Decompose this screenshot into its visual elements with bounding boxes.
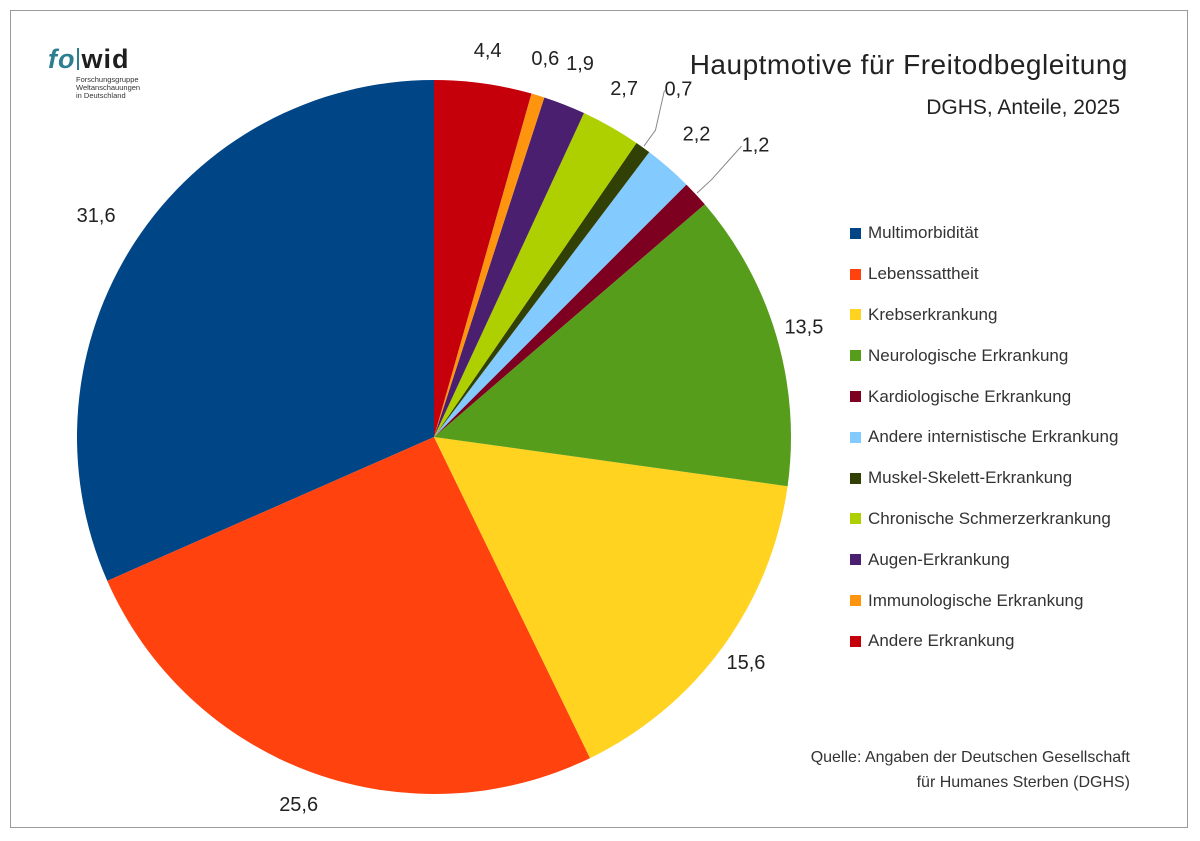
legend-item: Augen-Erkrankung <box>850 539 1118 580</box>
legend-swatch <box>850 309 861 321</box>
legend-label: Andere Erkrankung <box>868 631 1015 651</box>
legend-item: Chronische Schmerzerkrankung <box>850 499 1118 540</box>
pie-slice <box>434 437 788 759</box>
logo-sub-line: in Deutschland <box>76 91 126 100</box>
logo-part-fo: fo <box>48 44 76 74</box>
legend-label: Andere internistische Erkrankung <box>868 427 1119 447</box>
legend-item: Andere internistische Erkrankung <box>850 417 1118 458</box>
slice-value-label: 13,5 <box>784 317 823 339</box>
logo-part-wid: wid <box>81 44 130 74</box>
label-leader-line <box>643 90 665 147</box>
legend-item: Multimorbidität <box>850 213 1118 254</box>
pie-slice <box>434 93 545 437</box>
legend-item: Muskel-Skelett-Erkrankung <box>850 458 1118 499</box>
legend-label: Kardiologische Erkrankung <box>868 386 1072 406</box>
label-leader-line <box>696 145 742 194</box>
legend-item: Andere Erkrankung <box>850 621 1118 662</box>
slice-value-label: 1,2 <box>742 134 770 156</box>
logo-divider <box>77 48 80 70</box>
legend-label: Multimorbidität <box>868 223 979 243</box>
legend-label: Augen-Erkrankung <box>868 549 1010 569</box>
slice-value-label: 4,4 <box>474 40 502 62</box>
legend-item: Immunologische Erkrankung <box>850 580 1118 621</box>
pie-slice <box>77 80 434 581</box>
legend-label: Immunologische Erkrankung <box>868 590 1084 610</box>
legend-item: Kardiologische Erkrankung <box>850 376 1118 417</box>
legend-swatch <box>850 472 861 484</box>
legend-item: Neurologische Erkrankung <box>850 335 1118 376</box>
slice-value-label: 2,2 <box>683 124 711 146</box>
chart-title: Hauptmotive für Freitodbegleitung <box>689 49 1128 80</box>
legend-label: Muskel-Skelett-Erkrankung <box>868 468 1073 488</box>
logo-sub-line: Weltanschauungen <box>76 83 141 92</box>
pie-slice <box>434 80 532 437</box>
legend-label: Lebenssattheit <box>868 264 979 284</box>
chart-legend: Multimorbidität Lebenssattheit Krebserkran… <box>850 213 1118 662</box>
pie-slice <box>434 97 584 437</box>
pie-slice <box>434 204 791 487</box>
slice-value-label: 25,6 <box>279 794 318 816</box>
legend-item: Krebserkrankung <box>850 295 1118 336</box>
source-line: für Humanes Sterben (DGHS) <box>916 774 1130 791</box>
legend-label: Chronische Schmerzerkrankung <box>868 508 1111 528</box>
legend-swatch <box>850 227 861 239</box>
source-line: Quelle: Angaben der Deutschen Gesellscha… <box>810 749 1130 766</box>
legend-swatch <box>850 513 861 525</box>
source-note: Quelle: Angaben der Deutschen Gesellscha… <box>811 745 1130 795</box>
legend-swatch <box>850 635 861 647</box>
legend-swatch <box>850 554 861 566</box>
legend-swatch <box>850 350 861 362</box>
legend-label: Neurologische Erkrankung <box>868 345 1069 365</box>
slice-value-label: 1,9 <box>566 53 594 75</box>
pie-slice <box>107 437 591 794</box>
legend-item: Lebenssattheit <box>850 254 1118 295</box>
pie-slice <box>434 142 650 438</box>
legend-swatch <box>850 391 861 403</box>
slice-value-label: 2,7 <box>610 78 638 100</box>
chart-frame <box>10 10 1188 828</box>
fowid-logo: fo wid Forschungsgruppe Weltanschauungen … <box>48 44 158 100</box>
pie-slice <box>434 152 687 437</box>
slice-value-label: 31,6 <box>77 205 116 227</box>
logo-subtitle: Forschungsgruppe Weltanschauungen in Deu… <box>76 76 140 100</box>
logo-sub-line: Forschungsgruppe <box>76 75 139 84</box>
pie-slice <box>434 113 637 437</box>
chart-subtitle: DGHS, Anteile, 2025 <box>926 96 1120 119</box>
legend-swatch <box>850 431 861 443</box>
slice-value-label: 0,7 <box>665 79 693 101</box>
legend-swatch <box>850 268 861 280</box>
pie-slice <box>434 184 705 437</box>
legend-swatch <box>850 595 861 607</box>
slice-value-label: 15,6 <box>726 652 765 674</box>
logo-wordmark: fo wid <box>48 44 158 74</box>
legend-label: Krebserkrankung <box>868 304 998 324</box>
slice-value-label: 0,6 <box>531 48 559 70</box>
